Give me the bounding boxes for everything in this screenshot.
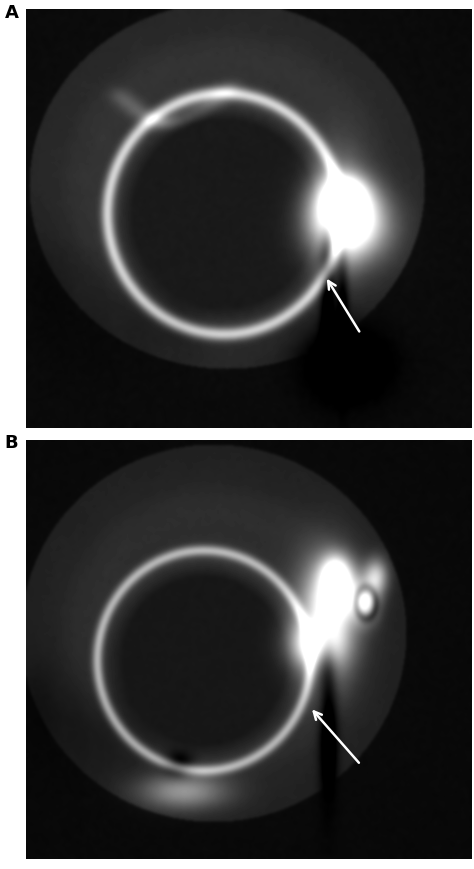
Text: B: B <box>5 434 18 453</box>
Text: A: A <box>5 4 18 23</box>
